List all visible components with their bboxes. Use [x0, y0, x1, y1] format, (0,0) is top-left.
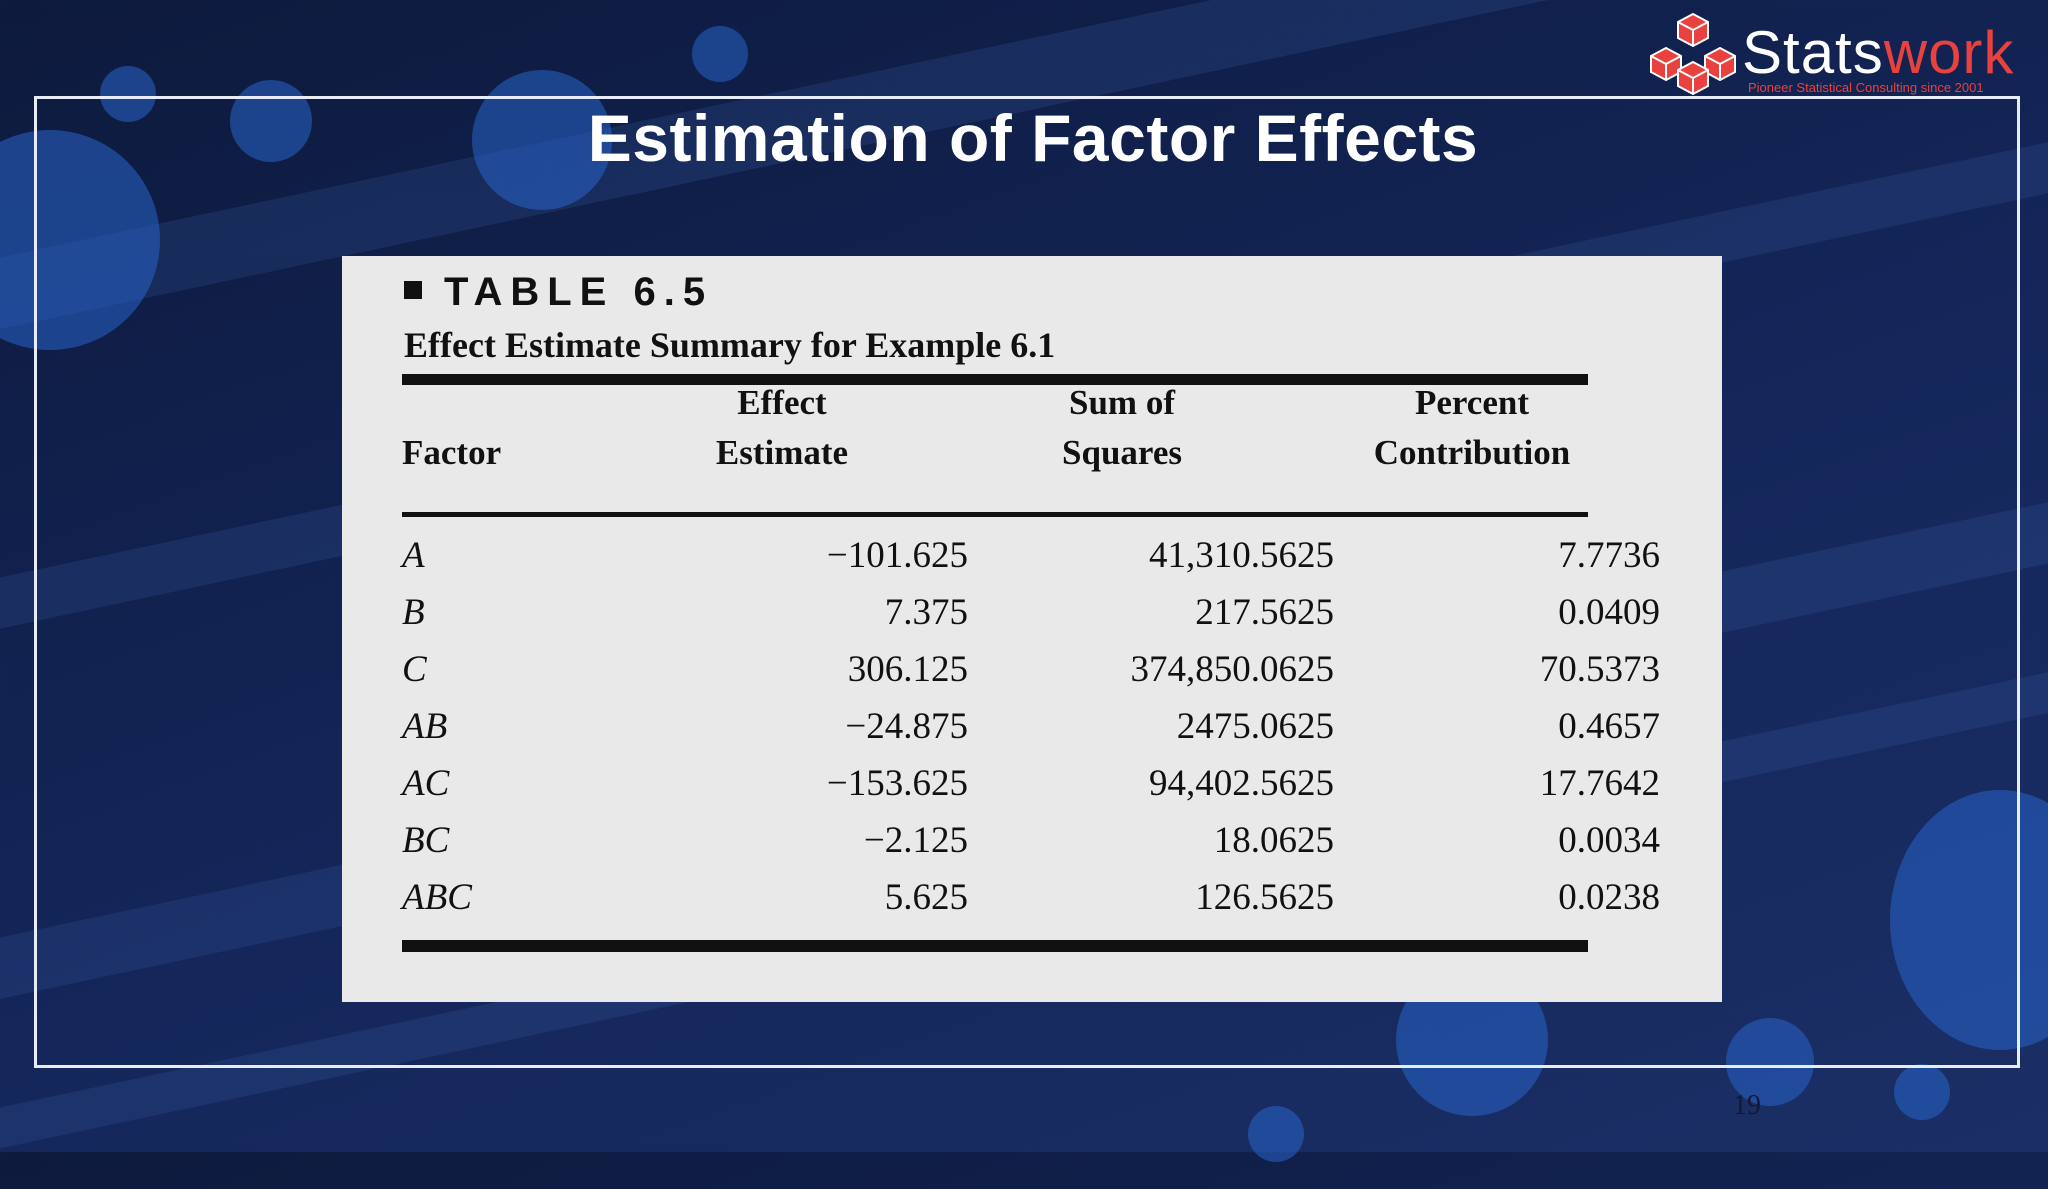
- effect-cell: 5.625: [884, 877, 968, 918]
- effect-cell: 7.375: [884, 592, 968, 633]
- brand-name: Statswork: [1742, 19, 2015, 86]
- effect-cell: −2.125: [863, 820, 968, 861]
- background-bubble: [1726, 1018, 1814, 1106]
- ss-cell: 126.5625: [1195, 877, 1334, 918]
- cubes-icon: [1650, 12, 1736, 96]
- bottom-rule: [402, 940, 1588, 952]
- factor-cell: AC: [402, 763, 450, 804]
- header-effect-estimate: Effect Estimate: [715, 383, 849, 472]
- background-bubble: [100, 66, 156, 122]
- square-bullet-icon: [404, 281, 422, 300]
- ss-cell: 94,402.5625: [1149, 763, 1334, 804]
- header-rule: [402, 512, 1588, 517]
- background-bubble: [1248, 1106, 1304, 1162]
- effect-cell: −101.625: [826, 535, 968, 576]
- ss-cell: 2475.0625: [1176, 706, 1334, 747]
- slide-frame: [34, 96, 2020, 1068]
- percent-cell: 0.4657: [1558, 706, 1660, 747]
- header-factor: Factor: [402, 433, 502, 472]
- factor-cell: A: [402, 535, 425, 576]
- percent-cell: 0.0409: [1558, 592, 1660, 633]
- factor-cell: BC: [402, 820, 450, 861]
- ss-cell: 18.0625: [1213, 820, 1334, 861]
- header-sum-of-squares: Sum of Squares: [1062, 383, 1182, 472]
- background-bubble: [1894, 1064, 1950, 1120]
- percent-cell: 70.5373: [1539, 649, 1660, 690]
- percent-cell: 7.7736: [1558, 535, 1660, 576]
- table-panel: TABLE 6.5 Effect Estimate Summary for Ex…: [342, 256, 1722, 1002]
- ss-cell: 374,850.0625: [1130, 649, 1335, 690]
- percent-cell: 17.7642: [1539, 763, 1660, 804]
- factor-cell: C: [402, 649, 427, 690]
- effect-cell: −153.625: [826, 763, 968, 804]
- header-percent-contribution: Percent Contribution: [1373, 383, 1571, 472]
- brand-tagline: Pioneer Statistical Consulting since 200…: [1748, 80, 1984, 95]
- page-number: 19: [1733, 1090, 1761, 1121]
- background-bubble: [230, 80, 312, 162]
- background-bubble: [692, 26, 748, 82]
- effect-cell: −24.875: [845, 706, 968, 747]
- top-rule: [402, 374, 1588, 385]
- percent-cell: 0.0034: [1558, 820, 1660, 861]
- statswork-logo: Statswork Pioneer Statistical Consulting…: [1646, 8, 2036, 98]
- factor-cell: AB: [402, 706, 448, 747]
- factor-cell: B: [402, 592, 425, 633]
- effect-cell: 306.125: [847, 649, 968, 690]
- factor-cell: ABC: [402, 877, 472, 918]
- background-bubble: [472, 70, 612, 210]
- percent-cell: 0.0238: [1558, 877, 1660, 918]
- ss-cell: 41,310.5625: [1149, 535, 1334, 576]
- table-caption: Effect Estimate Summary for Example 6.1: [404, 325, 1056, 365]
- slide-title: Estimation of Factor Effects: [587, 101, 1479, 175]
- table-label: TABLE 6.5: [404, 270, 713, 315]
- ss-cell: 217.5625: [1195, 592, 1334, 633]
